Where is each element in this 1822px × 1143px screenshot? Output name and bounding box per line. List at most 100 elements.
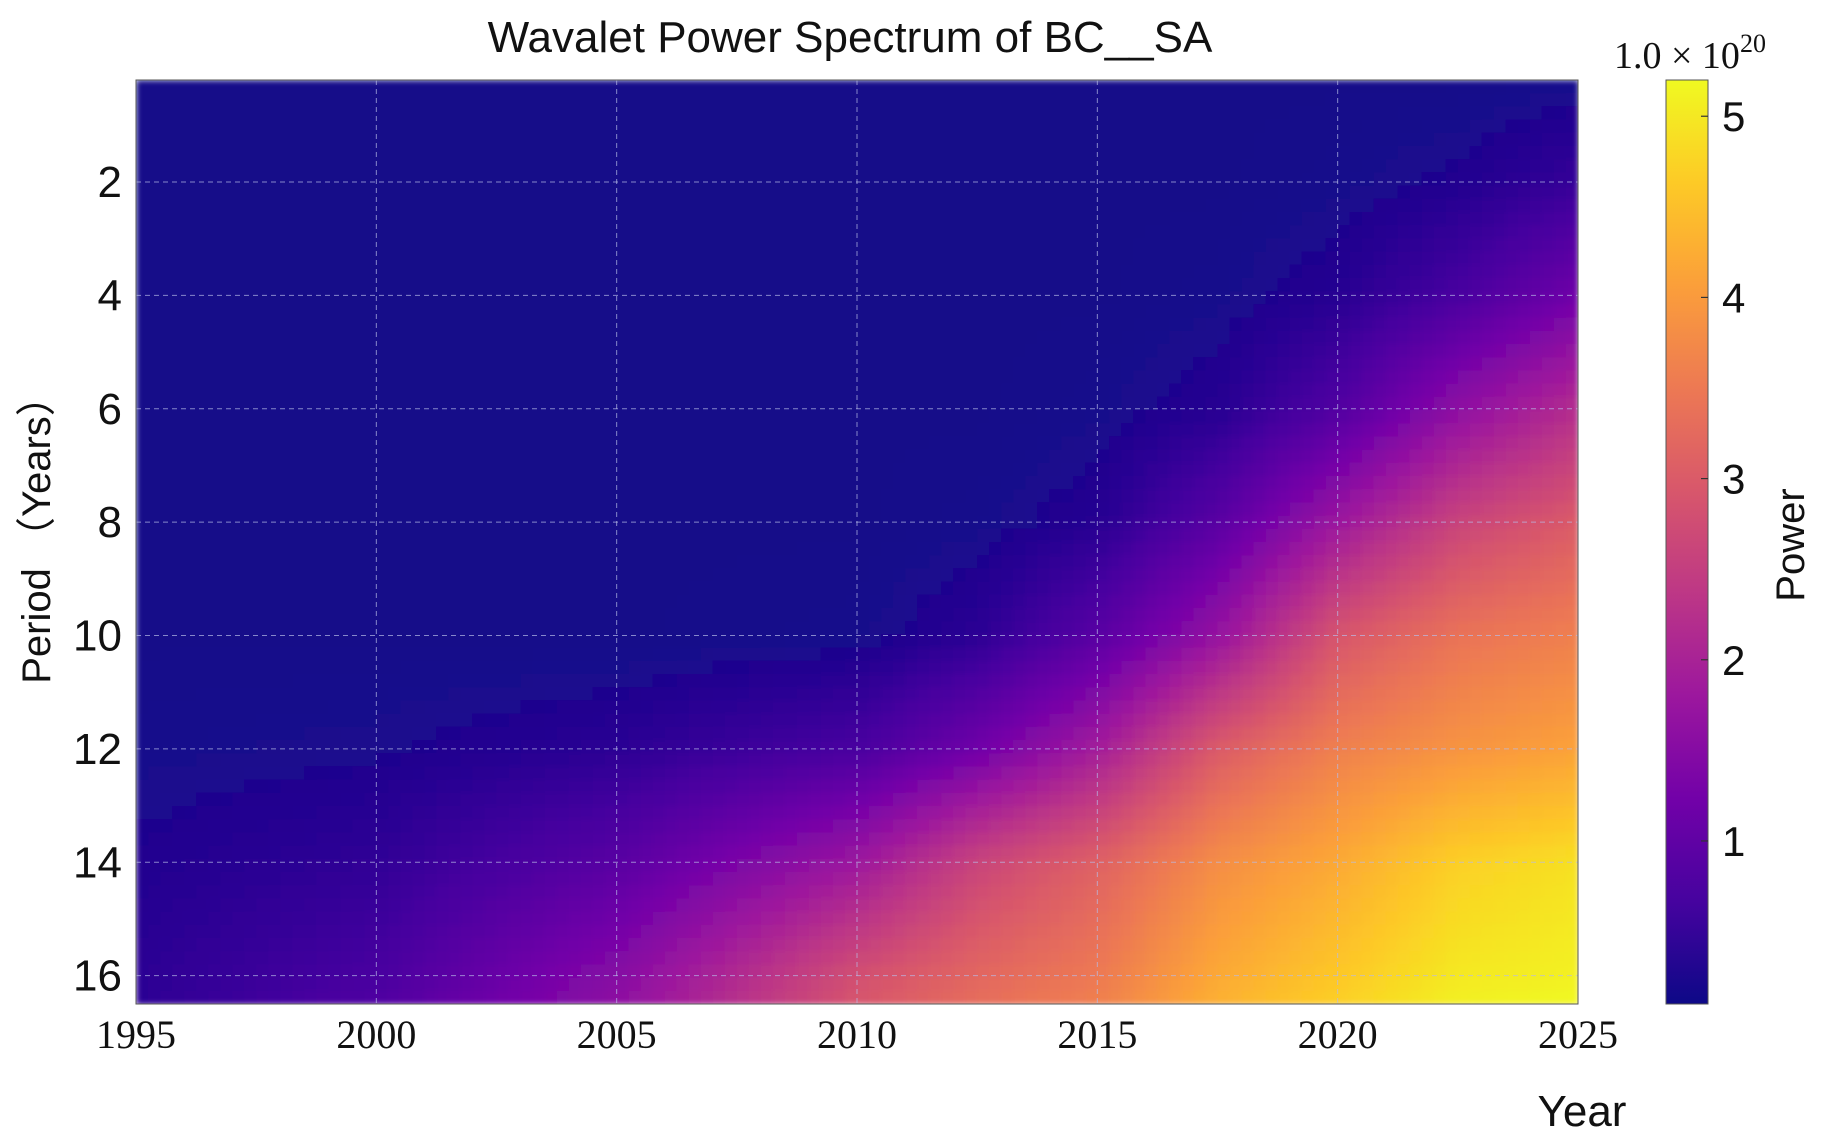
heatmap-cell bbox=[1409, 317, 1423, 332]
heatmap-cell bbox=[316, 502, 330, 517]
heatmap-cell bbox=[676, 370, 690, 385]
heatmap-cell bbox=[1313, 594, 1327, 609]
heatmap-cell bbox=[1445, 423, 1459, 438]
heatmap-cell bbox=[1481, 357, 1495, 372]
heatmap-cell bbox=[832, 317, 846, 332]
heatmap-cell bbox=[1301, 396, 1315, 411]
heatmap-cell bbox=[1541, 423, 1555, 438]
heatmap-cell bbox=[1133, 212, 1147, 226]
heatmap-cell bbox=[196, 119, 209, 134]
heatmap-cell bbox=[652, 119, 666, 134]
heatmap-cell bbox=[844, 383, 858, 398]
heatmap-cell bbox=[1517, 225, 1531, 240]
heatmap-cell bbox=[1517, 251, 1531, 266]
heatmap-cell bbox=[616, 304, 630, 319]
heatmap-cell bbox=[664, 93, 678, 108]
heatmap-cell bbox=[953, 581, 966, 596]
heatmap-cell bbox=[1085, 555, 1099, 570]
heatmap-cell bbox=[244, 383, 257, 398]
heatmap-cell bbox=[400, 383, 414, 398]
heatmap-cell bbox=[220, 291, 233, 306]
heatmap-cell bbox=[304, 225, 318, 240]
chart-title: Wavalet Power Spectrum of BC__SA bbox=[488, 13, 1213, 62]
heatmap-cell bbox=[1013, 278, 1027, 292]
heatmap-cell bbox=[388, 119, 402, 134]
heatmap-cell bbox=[1181, 555, 1195, 570]
heatmap-cell bbox=[676, 278, 690, 292]
heatmap-cell bbox=[1073, 80, 1087, 94]
heatmap-cell bbox=[965, 119, 978, 134]
heatmap-cell bbox=[1397, 594, 1411, 609]
heatmap-cell bbox=[917, 436, 930, 451]
heatmap-cell bbox=[604, 357, 618, 372]
heatmap-cell bbox=[1397, 132, 1411, 147]
heatmap-cell bbox=[640, 621, 654, 636]
heatmap-cell bbox=[832, 146, 846, 160]
heatmap-cell bbox=[628, 146, 642, 160]
heatmap-cell bbox=[340, 106, 354, 121]
heatmap-cell bbox=[604, 436, 618, 451]
heatmap-cell bbox=[1253, 251, 1267, 266]
heatmap-cell bbox=[1229, 357, 1243, 372]
heatmap-cell bbox=[1241, 119, 1255, 134]
heatmap-cell bbox=[905, 542, 918, 556]
heatmap-cell bbox=[460, 555, 474, 570]
heatmap-cell bbox=[953, 383, 966, 398]
heatmap-cell bbox=[640, 251, 654, 266]
heatmap-cell bbox=[1541, 159, 1555, 174]
heatmap-cell bbox=[1205, 594, 1219, 609]
heatmap-cell bbox=[893, 555, 906, 570]
heatmap-cell bbox=[172, 370, 185, 385]
heatmap-cell bbox=[652, 608, 666, 622]
heatmap-cell bbox=[532, 449, 546, 464]
heatmap-cell bbox=[965, 132, 978, 147]
heatmap-cell bbox=[664, 489, 678, 504]
heatmap-cell bbox=[280, 225, 294, 240]
heatmap-cell bbox=[412, 581, 426, 596]
heatmap-cell bbox=[1433, 515, 1447, 530]
heatmap-cell bbox=[929, 370, 942, 385]
heatmap-cell bbox=[881, 489, 894, 504]
heatmap-cell bbox=[941, 594, 954, 609]
heatmap-cell bbox=[1337, 502, 1351, 517]
heatmap-cell bbox=[604, 608, 618, 622]
heatmap-cell bbox=[1025, 462, 1039, 477]
heatmap-cell bbox=[700, 476, 714, 490]
heatmap-cell bbox=[724, 383, 738, 398]
heatmap-cell bbox=[1301, 502, 1315, 517]
heatmap-cell bbox=[664, 132, 678, 147]
heatmap-cell bbox=[232, 304, 245, 319]
heatmap-cell bbox=[412, 528, 426, 543]
heatmap-cell bbox=[532, 146, 546, 160]
heatmap-cell bbox=[412, 542, 426, 556]
heatmap-cell bbox=[796, 119, 810, 134]
heatmap-cell bbox=[1013, 476, 1027, 490]
heatmap-cell bbox=[160, 264, 173, 279]
heatmap-cell bbox=[1565, 528, 1578, 543]
heatmap-cell bbox=[1373, 132, 1387, 147]
heatmap-cell bbox=[748, 225, 762, 240]
heatmap-cell bbox=[172, 542, 185, 556]
heatmap-cell bbox=[1457, 212, 1471, 226]
heatmap-cell bbox=[1205, 172, 1219, 187]
heatmap-cell bbox=[400, 542, 414, 556]
heatmap-cell bbox=[1409, 264, 1423, 279]
heatmap-cell bbox=[412, 80, 426, 94]
heatmap-cell bbox=[1433, 146, 1447, 160]
heatmap-cell bbox=[136, 93, 149, 108]
heatmap-cell bbox=[340, 225, 354, 240]
heatmap-cell bbox=[280, 423, 294, 438]
heatmap-cell bbox=[857, 344, 870, 358]
heatmap-cell bbox=[1085, 423, 1099, 438]
heatmap-cell bbox=[628, 225, 642, 240]
heatmap-cell bbox=[857, 317, 870, 332]
heatmap-cell bbox=[1517, 278, 1531, 292]
heatmap-cell bbox=[869, 317, 882, 332]
heatmap-cell bbox=[280, 476, 294, 490]
heatmap-cell bbox=[1337, 608, 1351, 622]
heatmap-cell bbox=[136, 608, 149, 622]
heatmap-cell bbox=[1313, 106, 1327, 121]
heatmap-cell bbox=[244, 370, 257, 385]
heatmap-cell bbox=[881, 278, 894, 292]
heatmap-cell bbox=[977, 185, 990, 200]
